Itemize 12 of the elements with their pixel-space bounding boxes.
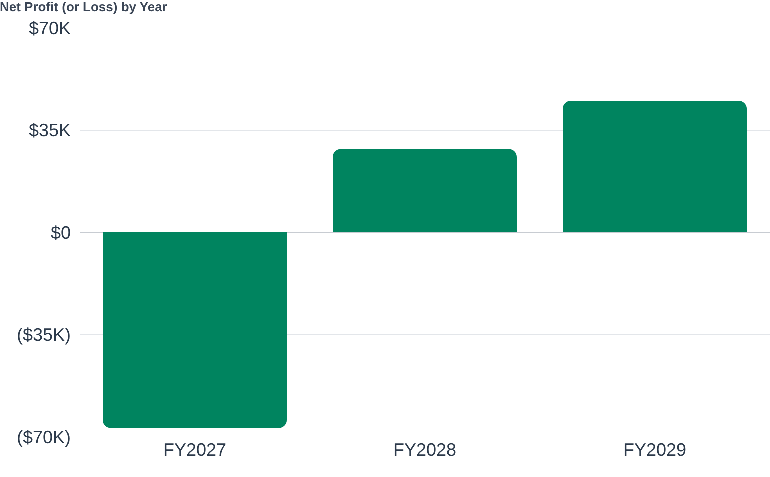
bar <box>333 149 517 232</box>
bar <box>103 232 287 428</box>
y-tick-label: $35K <box>28 120 71 141</box>
bar <box>563 101 747 232</box>
x-tick-label: FY2029 <box>623 440 687 460</box>
x-tick-label: FY2028 <box>393 440 457 460</box>
y-tick-label: ($70K) <box>16 427 71 448</box>
chart-title: Net Profit (or Loss) by Year <box>0 0 168 14</box>
y-tick-label: ($35K) <box>16 325 71 346</box>
y-tick-label: $70K <box>28 18 71 38</box>
y-tick-label: $0 <box>50 222 71 243</box>
x-tick-label: FY2027 <box>163 440 227 460</box>
